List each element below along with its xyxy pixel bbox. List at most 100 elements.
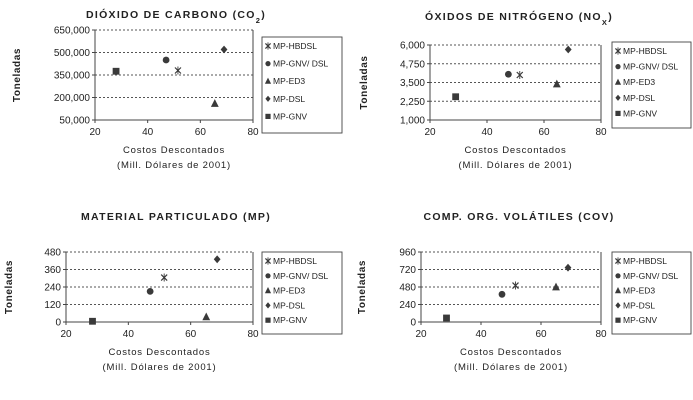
data-point-square [89,318,96,325]
x-tick-label: 40 [475,329,487,340]
x-axis-label-units: (Mill. Dólares de 2001) [103,362,217,373]
chart-co2: DIÓXIDO DE CARBONO (CO2) 50,000 200,000 350… [0,0,353,205]
legend-marker-square [265,318,270,323]
y-tick-label: 720 [399,265,416,276]
y-tick-label: 3,500 [400,78,425,89]
y-tick-label: 350,000 [54,71,91,82]
x-tick-label: 80 [247,127,259,138]
legend-label: MP-GNV [273,315,307,325]
x-tick-label: 40 [481,127,493,138]
legend-marker-circle [615,64,620,69]
y-tick-label: 0 [55,318,61,329]
legend-marker-square [615,111,620,116]
legend-label: MP-GNV/ DSL [623,62,679,72]
y-tick-label: 500,000 [54,48,91,59]
x-tick-label: 60 [195,127,207,138]
data-point-x [517,71,523,79]
chart-svg: ÓXIDOS DE NITRÓGENO (NOX) 1,000 2,250 3,500… [353,0,693,200]
x-tick-label: 80 [595,127,607,138]
legend-label: MP-ED3 [623,286,655,296]
y-axis-label: Toneladas [4,260,15,314]
data-point-triangle [202,312,210,320]
x-tick-label: 40 [142,127,154,138]
legend-marker-square [265,114,270,119]
legend-marker-square [615,318,620,323]
legend-label: MP-HBDSL [623,256,667,266]
x-axis-label-units: (Mill. Dólares de 2001) [459,160,573,171]
x-tick-label: 80 [247,329,259,340]
x-tick-label: 20 [89,127,101,138]
x-axis-label: Costos Descontados [460,347,562,358]
data-point-triangle [553,80,561,88]
y-tick-label: 480 [399,283,416,294]
x-tick-label: 60 [538,127,550,138]
y-axis-label: Toneladas [357,260,368,314]
legend-label: MP-GNV [623,315,657,325]
data-point-x [513,282,519,290]
y-axis-label: Toneladas [12,48,23,102]
data-point-circle [147,288,154,295]
y-tick-label: 360 [44,265,61,276]
chart-title: MATERIAL PARTICULADO (MP) [81,211,271,223]
data-point-square [443,315,450,322]
data-point-x [175,67,181,75]
x-tick-label: 40 [123,329,135,340]
data-point-diamond [221,46,228,54]
x-tick-label: 80 [595,329,607,340]
y-tick-label: 960 [399,248,416,259]
y-tick-label: 4,750 [400,59,425,70]
x-axis-label: Costos Descontados [464,145,566,156]
legend-label: MP-ED3 [273,76,305,86]
x-axis-label: Costos Descontados [108,347,210,358]
legend-label: MP-ED3 [623,77,655,87]
chart-svg: DIÓXIDO DE CARBONO (CO2) 50,000 200,000 350… [0,0,353,200]
data-point-triangle [552,283,560,291]
y-tick-label: 2,250 [400,97,425,108]
x-tick-label: 20 [60,329,72,340]
data-point-circle [163,57,170,64]
data-point-triangle [211,99,219,107]
y-tick-label: 6,000 [400,41,425,52]
y-tick-label: 50,000 [59,116,90,127]
data-point-diamond [214,255,221,263]
chart-title: DIÓXIDO DE CARBONO (CO2) [86,8,266,25]
data-point-x [161,274,167,282]
legend-label: MP-GNV/ DSL [273,59,329,69]
legend-label: MP-GNV [623,108,657,118]
data-point-circle [499,291,506,298]
data-point-square [113,68,120,75]
chart-svg: MATERIAL PARTICULADO (MP) 0 120 240 360 480 20… [0,200,353,395]
chart-mp: MATERIAL PARTICULADO (MP) 0 120 240 360 480 20… [0,200,353,400]
legend-label: MP-DSL [623,300,655,310]
x-axis-label-units: (Mill. Dólares de 2001) [117,160,231,171]
y-tick-label: 240 [44,283,61,294]
legend-label: MP-HBDSL [623,46,667,56]
y-tick-label: 240 [399,300,416,311]
chart-nox: ÓXIDOS DE NITRÓGENO (NOX) 1,000 2,250 3,500… [353,0,693,205]
legend-label: MP-DSL [273,300,305,310]
chart-svg: COMP. ORG. VOLÁTILES (COV) 0 240 480 720 960 2… [353,200,693,395]
chart-title: ÓXIDOS DE NITRÓGENO (NOX) [425,10,613,27]
legend-marker-circle [615,273,620,278]
legend-label: MP-HBDSL [273,41,317,51]
legend-label: MP-GNV/ DSL [623,271,679,281]
y-axis-label: Toneladas [359,55,370,109]
legend-label: MP-GNV [273,111,307,121]
legend-label: MP-HBDSL [273,256,317,266]
data-point-diamond [565,264,572,272]
chart-title: COMP. ORG. VOLÁTILES (COV) [423,210,614,223]
data-point-circle [505,71,512,78]
x-axis-label-units: (Mill. Dólares de 2001) [454,362,568,373]
legend-marker-circle [265,61,270,66]
x-tick-label: 60 [185,329,197,340]
legend-label: MP-ED3 [273,286,305,296]
x-tick-label: 20 [424,127,436,138]
y-tick-label: 120 [44,300,61,311]
legend-label: MP-DSL [273,94,305,104]
data-point-square [452,93,459,100]
y-tick-label: 0 [410,318,416,329]
chart-cov: COMP. ORG. VOLÁTILES (COV) 0 240 480 720 960 2… [353,200,693,400]
y-tick-label: 1,000 [400,116,425,127]
legend-marker-circle [265,273,270,278]
x-tick-label: 60 [535,329,547,340]
